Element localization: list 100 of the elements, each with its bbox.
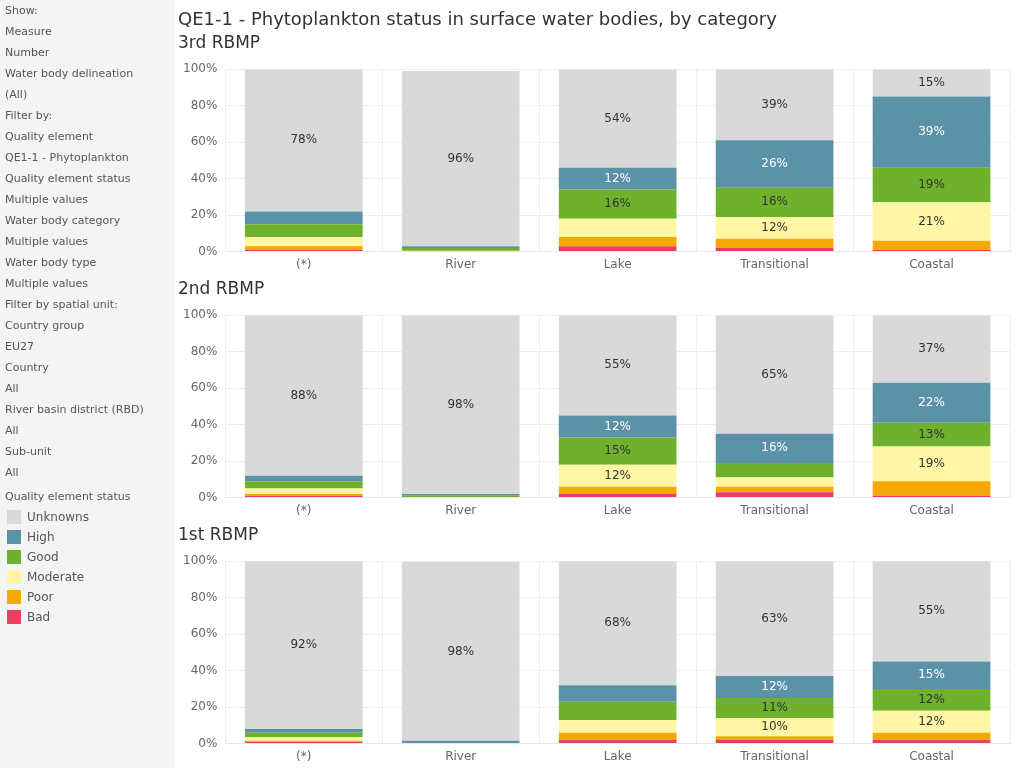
y-tick-label: 40% xyxy=(190,416,218,431)
data-label: 12% xyxy=(918,713,945,728)
text: Country group xyxy=(5,319,86,333)
y-tick-label: 100% xyxy=(182,61,218,76)
y-tick-label: 80% xyxy=(190,97,218,112)
bar xyxy=(715,698,834,719)
data-label: 68% xyxy=(604,615,631,630)
data-label: 65% xyxy=(761,366,788,381)
data-label: 12% xyxy=(604,467,631,482)
bar xyxy=(872,240,991,250)
bar xyxy=(715,492,834,498)
text: Measure xyxy=(5,25,53,39)
data-label: 12% xyxy=(604,170,631,185)
data-label: 12% xyxy=(761,679,788,694)
bar xyxy=(244,475,363,482)
bar xyxy=(715,247,834,252)
x-tick-label: Transitional xyxy=(739,256,809,271)
bar xyxy=(872,688,991,711)
bar xyxy=(558,189,677,219)
chart-subtitle: 3rd RBMP xyxy=(178,32,262,54)
text: Quality element status xyxy=(5,172,132,186)
bar xyxy=(558,493,677,498)
x-tick-label: Transitional xyxy=(739,748,809,763)
x-tick-label: Coastal xyxy=(909,256,954,271)
y-tick-label: 60% xyxy=(190,134,218,149)
data-label: 39% xyxy=(761,96,788,111)
data-label: 10% xyxy=(761,719,788,734)
data-label: 19% xyxy=(918,455,945,470)
y-tick-label: 80% xyxy=(190,589,218,604)
bar xyxy=(558,218,677,238)
text: Multiple values xyxy=(5,235,89,249)
y-tick-label: 40% xyxy=(190,662,218,677)
data-label: 54% xyxy=(604,110,631,125)
x-tick-label: River xyxy=(445,748,477,763)
y-tick-label: 100% xyxy=(182,307,218,322)
bar xyxy=(872,422,991,447)
text: Multiple values xyxy=(5,193,89,207)
x-tick-label: (*) xyxy=(296,748,312,763)
bar xyxy=(244,481,363,489)
bar xyxy=(558,486,677,494)
bar xyxy=(715,462,834,478)
bar xyxy=(715,561,834,677)
bar xyxy=(715,486,834,493)
bar xyxy=(872,732,991,740)
bar xyxy=(715,315,834,434)
y-tick-label: 20% xyxy=(190,699,218,714)
bar xyxy=(715,187,834,217)
data-label: 78% xyxy=(290,132,318,147)
bar xyxy=(558,685,677,702)
data-label: 21% xyxy=(918,213,945,228)
data-label: 12% xyxy=(761,220,788,235)
x-tick-label: Lake xyxy=(603,748,632,763)
bar xyxy=(558,739,677,744)
text: QE1-1 - Phytoplankton xyxy=(5,151,130,165)
bar xyxy=(244,561,363,730)
bar xyxy=(872,710,991,733)
data-label: 88% xyxy=(290,387,318,402)
bar xyxy=(558,246,677,252)
y-tick-label: 60% xyxy=(190,380,218,395)
text: Show: xyxy=(5,4,39,18)
legend-label: High xyxy=(27,530,55,544)
x-tick-label: Coastal xyxy=(909,502,954,517)
bar xyxy=(401,562,520,741)
data-label: 26% xyxy=(761,156,788,171)
text: EU27 xyxy=(5,340,35,354)
bar xyxy=(558,315,677,416)
bar xyxy=(715,477,834,487)
legend-label: Good xyxy=(27,550,59,564)
text: Filter by: xyxy=(5,109,54,123)
x-tick-label: River xyxy=(445,502,477,517)
bar xyxy=(558,69,677,168)
bar xyxy=(558,561,677,686)
text: Water body type xyxy=(5,256,98,270)
bar xyxy=(872,446,991,482)
bar xyxy=(558,415,677,438)
text: Quality element xyxy=(5,130,95,144)
bar xyxy=(872,661,991,689)
text: All xyxy=(5,382,20,396)
text: Water body category xyxy=(5,214,122,228)
bar xyxy=(558,437,677,465)
data-label: 98% xyxy=(447,643,475,658)
bar xyxy=(715,676,834,698)
bar xyxy=(244,211,363,225)
y-tick-label: 0% xyxy=(198,243,218,258)
data-label: 15% xyxy=(918,75,945,90)
data-label: 13% xyxy=(918,426,945,441)
text: All xyxy=(5,466,20,480)
text: Filter by spatial unit: xyxy=(5,298,119,312)
bar xyxy=(558,732,677,740)
data-label: 19% xyxy=(918,177,945,192)
data-label: 12% xyxy=(918,691,945,706)
x-tick-label: River xyxy=(445,256,477,271)
data-label: 16% xyxy=(761,194,788,209)
legend-title: Quality element status xyxy=(5,490,132,503)
y-tick-label: 80% xyxy=(190,343,218,358)
data-label: 37% xyxy=(918,341,945,356)
bar xyxy=(872,739,991,744)
bar xyxy=(244,315,363,476)
chart-title: 2nd RBMP xyxy=(178,278,266,300)
x-tick-label: Coastal xyxy=(909,748,954,763)
